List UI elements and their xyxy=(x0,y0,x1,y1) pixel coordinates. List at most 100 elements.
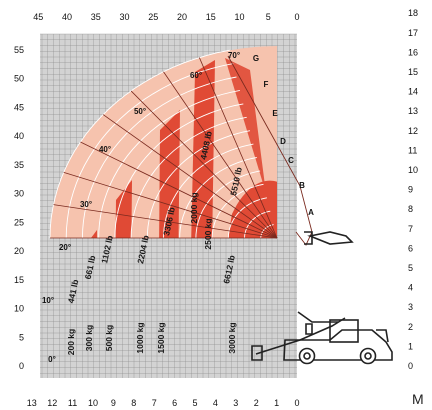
zone-label-kg: 200 kg xyxy=(66,329,76,355)
tick-label-right: 17 xyxy=(408,28,418,38)
reach-arc xyxy=(49,49,230,239)
tick-label-bottom: 10 xyxy=(88,398,98,408)
extension-mark: G xyxy=(253,54,259,63)
axis-ticks: 45 40 35 30 25 20 15 10 5 00510152025303540455055… xyxy=(14,8,418,408)
tick-label-right: 15 xyxy=(408,67,418,77)
tick-label-top: 20 xyxy=(177,12,187,22)
band-1000kg xyxy=(114,180,132,238)
tick-label-left: 50 xyxy=(14,74,24,84)
band-3000kg xyxy=(226,180,277,238)
tick-label-bottom: 0 xyxy=(294,398,299,408)
tick-label-left: 35 xyxy=(14,160,24,170)
tick-label-bottom: 6 xyxy=(172,398,177,408)
unit-label: M xyxy=(412,391,424,407)
band-1500kg xyxy=(158,110,180,238)
tick-label-right: 2 xyxy=(408,322,413,332)
tick-label-left: 55 xyxy=(14,45,24,55)
tick-label-top: 25 xyxy=(148,12,158,22)
reach-arc xyxy=(65,63,234,239)
tick-label-top: 30 xyxy=(119,12,129,22)
tick-label-top: 45 xyxy=(33,12,43,22)
tick-label-bottom: 11 xyxy=(68,398,77,408)
reach-arc xyxy=(81,76,237,239)
zone-label-lb: 441 lb xyxy=(66,279,81,305)
tick-label-right: 7 xyxy=(408,224,413,234)
tick-label-left: 25 xyxy=(14,217,24,227)
tick-label-right: 0 xyxy=(408,361,413,371)
band-2000kg xyxy=(188,60,215,238)
reach-arc xyxy=(146,130,251,239)
zone-label-kg: 3000 kg xyxy=(227,322,237,353)
boom-angle-line xyxy=(63,171,278,239)
tick-label-bottom: 13 xyxy=(27,398,37,408)
tick-label-right: 8 xyxy=(408,204,413,214)
boom-angle-line xyxy=(198,57,278,239)
zone-label-kg: 1000 kg xyxy=(135,322,145,353)
tick-label-left: 15 xyxy=(14,275,24,285)
tick-label-top: 15 xyxy=(206,12,216,22)
reach-arc xyxy=(98,89,240,239)
boom-angle-label: 10° xyxy=(42,296,54,305)
boom-angle-line xyxy=(53,204,278,239)
tick-label-left: 40 xyxy=(14,131,24,141)
extension-mark: F xyxy=(264,80,269,89)
zone-label-kg: 2000 kg xyxy=(189,192,199,223)
tick-label-left: 5 xyxy=(19,332,24,342)
reach-arc xyxy=(211,183,264,239)
boom-angle-label: 20° xyxy=(59,243,71,252)
boom-angle-line xyxy=(163,71,278,239)
tick-label-bottom: 1 xyxy=(274,398,279,408)
tick-label-bottom: 4 xyxy=(213,398,218,408)
zone-label-kg: 2500 kg xyxy=(203,218,213,249)
boom-tip-icon xyxy=(304,231,354,245)
tick-label-left: 45 xyxy=(14,102,24,112)
tick-label-right: 18 xyxy=(408,8,418,18)
boom-angle-line xyxy=(80,141,278,239)
reach-arc xyxy=(195,170,261,239)
tick-label-right: 12 xyxy=(408,126,418,136)
reach-arc xyxy=(244,210,271,238)
zone-label-kg: 500 kg xyxy=(104,325,114,351)
tick-label-bottom: 3 xyxy=(233,398,238,408)
tick-label-top: 40 xyxy=(62,12,72,22)
tick-label-left: 30 xyxy=(14,189,24,199)
tick-label-left: 0 xyxy=(19,361,24,371)
boom-angle-label: 50° xyxy=(134,107,146,116)
boom-angle-label: 40° xyxy=(99,145,111,154)
reach-arc xyxy=(163,143,254,239)
tick-label-bottom: 2 xyxy=(254,398,259,408)
boom-angle-line xyxy=(130,90,278,239)
tick-label-right: 4 xyxy=(408,283,413,293)
tick-label-top: 5 xyxy=(266,12,271,22)
tick-label-bottom: 5 xyxy=(192,398,197,408)
extension-mark: E xyxy=(272,109,278,118)
boom-angle-label: 0° xyxy=(48,355,56,364)
tick-label-right: 1 xyxy=(408,341,413,351)
reach-arcs xyxy=(49,49,274,239)
extension-mark: C xyxy=(288,156,294,165)
zone-label-kg: 1500 kg xyxy=(156,322,166,353)
tick-label-right: 5 xyxy=(408,263,413,273)
tick-label-right: 16 xyxy=(408,47,418,57)
reach-arc xyxy=(179,157,257,239)
load-bands xyxy=(50,46,277,238)
boom-angle-label: 70° xyxy=(228,51,240,60)
boom-angle-label: 30° xyxy=(80,200,92,209)
extension-mark: B xyxy=(299,181,305,190)
extension-marks: A B C D E F G xyxy=(253,54,314,217)
tick-label-right: 3 xyxy=(408,302,413,312)
reach-arc xyxy=(114,103,244,239)
telehandler-icon xyxy=(251,311,393,365)
tick-label-right: 6 xyxy=(408,243,413,253)
zone-label-lb: 661 lb xyxy=(83,255,98,281)
tick-label-right: 11 xyxy=(408,145,417,155)
boom-angle-line xyxy=(102,114,278,239)
reach-arc xyxy=(227,197,267,238)
band-group xyxy=(50,46,277,238)
boom-angle-labels: 0° 10° 20° 30° 40° 50° 60° 70° xyxy=(42,51,240,364)
tick-label-left: 10 xyxy=(14,304,24,314)
tick-label-right: 9 xyxy=(408,185,413,195)
tick-label-top: 35 xyxy=(91,12,101,22)
